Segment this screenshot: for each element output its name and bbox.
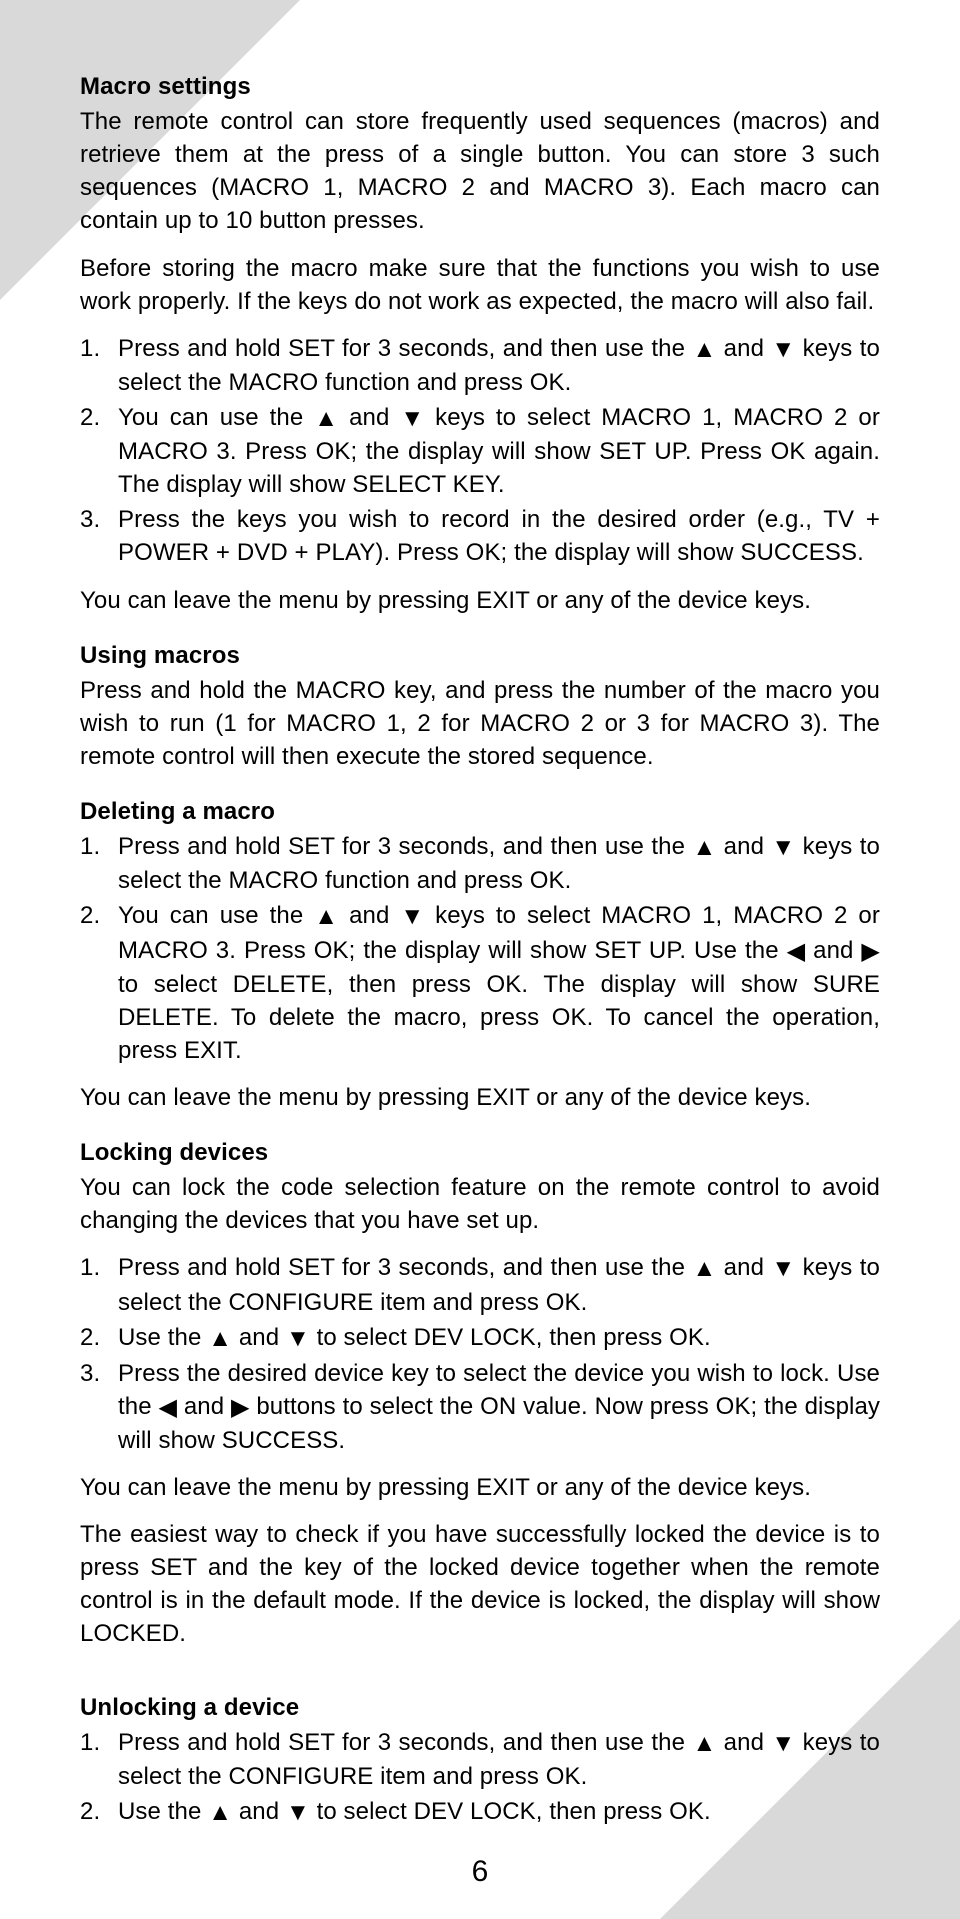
down-arrow-icon: ▼	[286, 1796, 310, 1829]
list-item: 1. Press and hold SET for 3 seconds, and…	[80, 332, 880, 399]
right-arrow-icon: ▶	[231, 1391, 250, 1424]
step-number: 3.	[80, 1357, 118, 1457]
right-arrow-icon: ▶	[861, 935, 880, 968]
heading-macro-settings: Macro settings	[80, 70, 880, 103]
text: and	[338, 404, 400, 431]
text: and	[716, 833, 771, 860]
down-arrow-icon: ▼	[400, 900, 424, 933]
step-text: Press and hold SET for 3 seconds, and th…	[118, 1251, 880, 1318]
step-text: Press and hold SET for 3 seconds, and th…	[118, 332, 880, 399]
manual-page: Macro settings The remote control can st…	[0, 0, 960, 1919]
up-arrow-icon: ▲	[692, 1727, 716, 1760]
text: Use the	[118, 1798, 208, 1825]
text: to select DEV LOCK, then press OK.	[310, 1798, 711, 1825]
down-arrow-icon: ▼	[771, 831, 795, 864]
macro-settings-steps: 1. Press and hold SET for 3 seconds, and…	[80, 332, 880, 570]
step-number: 1.	[80, 1251, 118, 1318]
down-arrow-icon: ▼	[286, 1322, 310, 1355]
macro-settings-intro2: Before storing the macro make sure that …	[80, 252, 880, 318]
text: and	[177, 1393, 231, 1420]
list-item: 1. Press and hold SET for 3 seconds, and…	[80, 1726, 880, 1793]
heading-using-macros: Using macros	[80, 639, 880, 672]
macro-settings-outro: You can leave the menu by pressing EXIT …	[80, 584, 880, 617]
text: and	[232, 1324, 286, 1351]
macro-settings-intro: The remote control can store frequently …	[80, 105, 880, 237]
up-arrow-icon: ▲	[692, 333, 716, 366]
step-number: 1.	[80, 1726, 118, 1793]
deleting-macro-steps: 1. Press and hold SET for 3 seconds, and…	[80, 830, 880, 1067]
text: and	[716, 1729, 771, 1756]
step-text: Press and hold SET for 3 seconds, and th…	[118, 830, 880, 897]
text: The remote control can store frequently …	[80, 108, 880, 234]
step-number: 2.	[80, 401, 118, 501]
page-content: Macro settings The remote control can st…	[80, 70, 880, 1829]
locking-devices-outro2: The easiest way to check if you have suc…	[80, 1518, 880, 1650]
down-arrow-icon: ▼	[771, 1252, 795, 1285]
left-arrow-icon: ◀	[787, 935, 806, 968]
step-text: Press the desired device key to select t…	[118, 1357, 880, 1457]
text: Press and hold SET for 3 seconds, and th…	[118, 1729, 692, 1756]
down-arrow-icon: ▼	[400, 402, 424, 435]
step-text: Press the keys you wish to record in the…	[118, 503, 880, 569]
step-number: 2.	[80, 1321, 118, 1355]
step-number: 1.	[80, 332, 118, 399]
step-number: 3.	[80, 503, 118, 569]
left-arrow-icon: ◀	[158, 1391, 177, 1424]
up-arrow-icon: ▲	[314, 900, 338, 933]
text: Use the	[118, 1324, 208, 1351]
up-arrow-icon: ▲	[314, 402, 338, 435]
down-arrow-icon: ▼	[771, 1727, 795, 1760]
text: to select DELETE, then press OK. The dis…	[118, 971, 880, 1064]
text: You can use the	[118, 404, 314, 431]
up-arrow-icon: ▲	[692, 831, 716, 864]
text: Press and hold SET for 3 seconds, and th…	[118, 1254, 692, 1281]
step-text: Use the ▲ and ▼ to select DEV LOCK, then…	[118, 1795, 880, 1829]
list-item: 1. Press and hold SET for 3 seconds, and…	[80, 830, 880, 897]
text: Press and hold SET for 3 seconds, and th…	[118, 833, 692, 860]
step-text: Use the ▲ and ▼ to select DEV LOCK, then…	[118, 1321, 880, 1355]
locking-devices-steps: 1. Press and hold SET for 3 seconds, and…	[80, 1251, 880, 1457]
heading-locking-devices: Locking devices	[80, 1136, 880, 1169]
text: and	[338, 902, 400, 929]
list-item: 3. Press the desired device key to selec…	[80, 1357, 880, 1457]
text: to select DEV LOCK, then press OK.	[310, 1324, 711, 1351]
text: and	[716, 1254, 771, 1281]
unlocking-device-steps: 1. Press and hold SET for 3 seconds, and…	[80, 1726, 880, 1829]
step-number: 2.	[80, 1795, 118, 1829]
deleting-macro-outro: You can leave the menu by pressing EXIT …	[80, 1081, 880, 1114]
text: and	[805, 937, 861, 964]
text: Before storing the macro make sure that …	[80, 255, 880, 315]
step-number: 1.	[80, 830, 118, 897]
list-item: 2. Use the ▲ and ▼ to select DEV LOCK, t…	[80, 1795, 880, 1829]
heading-deleting-macro: Deleting a macro	[80, 795, 880, 828]
down-arrow-icon: ▼	[771, 333, 795, 366]
step-text: Press and hold SET for 3 seconds, and th…	[118, 1726, 880, 1793]
list-item: 3. Press the keys you wish to record in …	[80, 503, 880, 569]
up-arrow-icon: ▲	[692, 1252, 716, 1285]
step-number: 2.	[80, 899, 118, 1067]
up-arrow-icon: ▲	[208, 1322, 232, 1355]
text: Press and hold SET for 3 seconds, and th…	[118, 335, 692, 362]
locking-devices-outro1: You can leave the menu by pressing EXIT …	[80, 1471, 880, 1504]
list-item: 2. Use the ▲ and ▼ to select DEV LOCK, t…	[80, 1321, 880, 1355]
up-arrow-icon: ▲	[208, 1796, 232, 1829]
text: and	[232, 1798, 286, 1825]
list-item: 2. You can use the ▲ and ▼ keys to selec…	[80, 401, 880, 501]
list-item: 2. You can use the ▲ and ▼ keys to selec…	[80, 899, 880, 1067]
using-macros-body: Press and hold the MACRO key, and press …	[80, 674, 880, 773]
step-text: You can use the ▲ and ▼ keys to select M…	[118, 401, 880, 501]
locking-devices-intro: You can lock the code selection feature …	[80, 1171, 880, 1237]
list-item: 1. Press and hold SET for 3 seconds, and…	[80, 1251, 880, 1318]
text: You can use the	[118, 902, 314, 929]
text: and	[716, 335, 771, 362]
step-text: You can use the ▲ and ▼ keys to select M…	[118, 899, 880, 1067]
page-number: 6	[0, 1855, 960, 1889]
heading-unlocking-device: Unlocking a device	[80, 1691, 880, 1724]
